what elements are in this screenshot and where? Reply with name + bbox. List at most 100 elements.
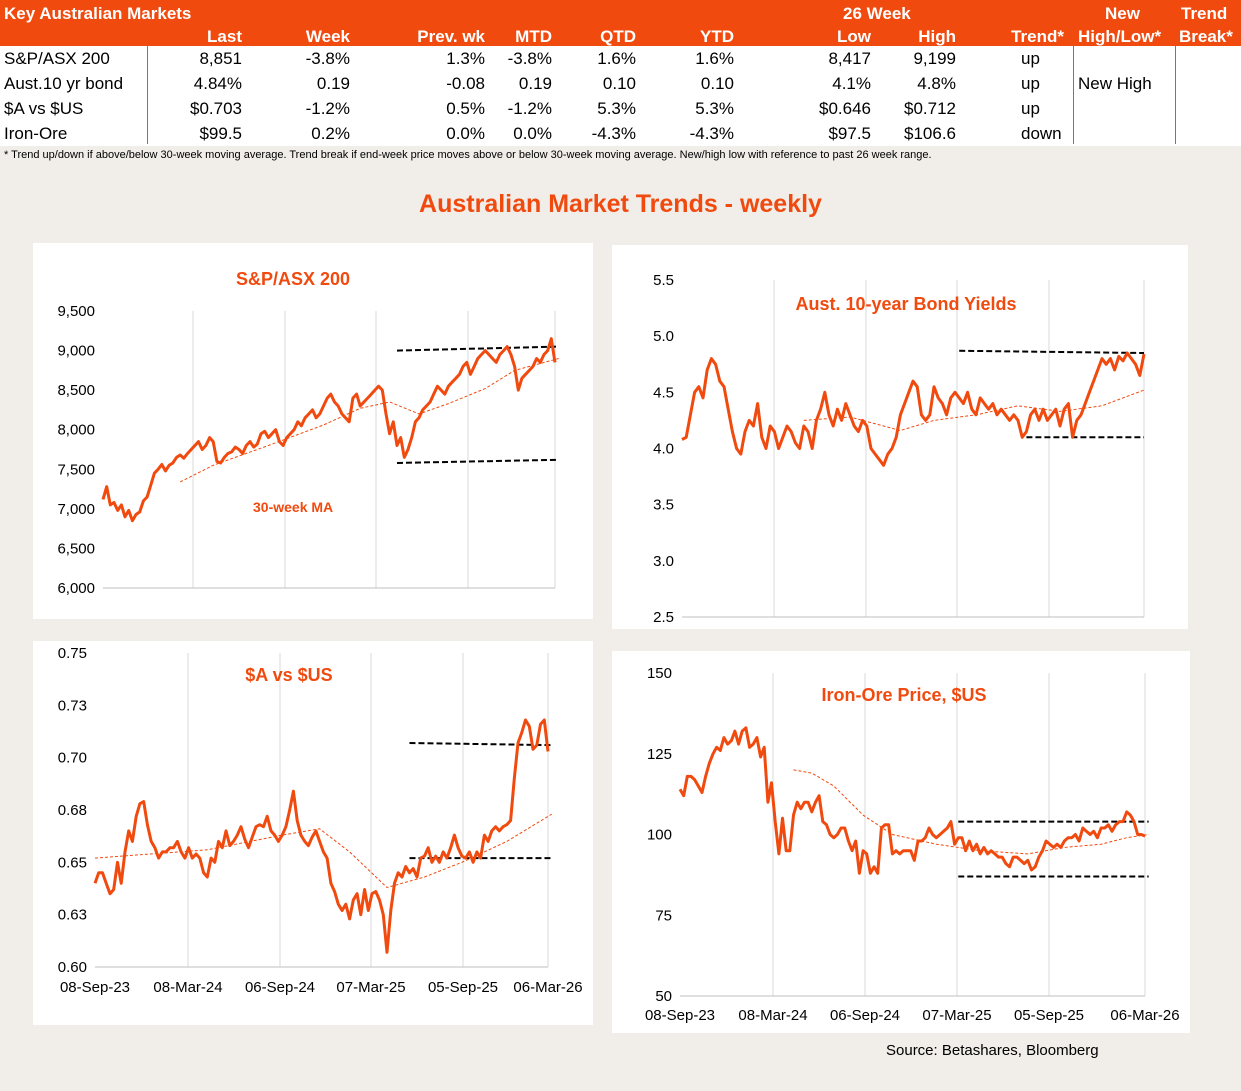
chart-title: S&P/ASX 200 — [236, 269, 350, 289]
col-ytd: YTD — [700, 27, 734, 46]
col-high-low: High/Low* — [1078, 27, 1162, 46]
x-tick-label: 05-Sep-25 — [1014, 1007, 1084, 1024]
cell-name: S&P/ASX 200 — [4, 49, 110, 68]
y-tick-label: 125 — [647, 746, 672, 763]
y-tick-label: 0.68 — [58, 802, 87, 819]
cell-high: $0.712 — [904, 99, 956, 118]
cell-ytd: 5.3% — [695, 99, 734, 118]
group-header-26-week: 26 Week — [843, 4, 911, 23]
y-tick-label: 0.65 — [58, 854, 87, 871]
chart-title: $A vs $US — [245, 665, 332, 685]
cell-name: $A vs $US — [4, 99, 84, 118]
price-series-line — [681, 351, 1146, 467]
cell-mtd: -1.2% — [507, 99, 552, 118]
iron-panel: 50 75 100 125 150 08-Sep-23 08-Mar-24 06-Sep-24… — [612, 651, 1190, 1033]
col-divider — [1175, 46, 1176, 144]
cell-last: $0.703 — [190, 99, 242, 118]
cell-trend: up — [1021, 99, 1040, 118]
y-tick-label: 100 — [647, 827, 672, 844]
y-tick-label: 4.0 — [653, 441, 674, 458]
cell-low: 4.1% — [832, 74, 871, 93]
cell-week: 0.2% — [311, 124, 350, 143]
y-tick-label: 75 — [655, 907, 672, 924]
x-tick-label: 06-Sep-24 — [830, 1007, 900, 1024]
y-tick-label: 2.5 — [653, 609, 674, 626]
cell-low: $0.646 — [819, 99, 871, 118]
table-header: Key Australian Markets 26 Week New Trend… — [0, 0, 1241, 46]
cell-low: 8,417 — [828, 49, 871, 68]
y-tick-label: 7,500 — [57, 461, 95, 478]
ma-series-line — [179, 358, 559, 483]
section-title: Australian Market Trends - weekly — [419, 190, 822, 218]
cell-ytd: -4.3% — [689, 124, 734, 143]
cell-high: $106.6 — [904, 124, 956, 143]
y-tick-label: 50 — [655, 988, 672, 1005]
cell-trend: down — [1021, 124, 1062, 143]
cell-last: 4.84% — [193, 74, 242, 93]
y-tick-label: 8,000 — [57, 422, 95, 439]
table-row: Iron-Ore $99.5 0.2% 0.0% 0.0% -4.3% -4.3% $97.5… — [0, 121, 1241, 146]
x-tick-label: 08-Mar-24 — [738, 1007, 807, 1024]
chart-title: Aust. 10-year Bond Yields — [795, 294, 1016, 314]
cell-qtd: 0.10 — [602, 74, 636, 93]
x-tick-label: 05-Sep-25 — [428, 979, 498, 996]
cell-high: 9,199 — [913, 49, 956, 68]
col-week: Week — [305, 27, 350, 46]
y-tick-label: 9,000 — [57, 343, 95, 360]
table-row: Aust.10 yr bond 4.84% 0.19 -0.08 0.19 0.10 0.1… — [0, 71, 1241, 96]
cell-mtd: 0.0% — [513, 124, 552, 143]
y-tick-label: 8,500 — [57, 382, 95, 399]
y-tick-label: 0.75 — [58, 645, 87, 662]
cell-newhl: New High — [1078, 74, 1152, 93]
cell-week: -3.8% — [305, 49, 350, 68]
x-tick-label: 08-Mar-24 — [153, 979, 222, 996]
asx-panel: 6,000 6,500 7,000 7,500 8,000 8,500 9,000 9,500… — [33, 243, 593, 619]
col-low: Low — [837, 27, 871, 46]
y-tick-label: 150 — [647, 665, 672, 682]
y-tick-label: 0.63 — [58, 907, 87, 924]
band-high-line — [959, 349, 1145, 355]
table-row: S&P/ASX 200 8,851 -3.8% 1.3% -3.8% 1.6% 1.6% 8,… — [0, 46, 1241, 71]
table-title: Key Australian Markets — [4, 4, 192, 23]
y-tick-label: 9,500 — [57, 303, 95, 320]
col-mtd: MTD — [515, 27, 552, 46]
x-tick-label: 07-Mar-25 — [922, 1007, 991, 1024]
band-high-line — [409, 742, 552, 747]
cell-qtd: 1.6% — [597, 49, 636, 68]
col-trend: Trend — [1181, 4, 1228, 23]
markets-table: Key Australian Markets 26 Week New Trend… — [0, 0, 1241, 146]
y-tick-label: 0.73 — [58, 697, 87, 714]
y-tick-label: 5.5 — [653, 272, 674, 289]
x-tick-label: 08-Sep-23 — [60, 979, 130, 996]
y-tick-label: 3.5 — [653, 497, 674, 514]
col-high: High — [918, 27, 956, 46]
y-tick-label: 0.60 — [58, 959, 87, 976]
cell-qtd: 5.3% — [597, 99, 636, 118]
col-prev-wk: Prev. wk — [417, 27, 485, 46]
price-series-line — [93, 718, 550, 954]
cell-trend: up — [1021, 74, 1040, 93]
y-tick-label: 7,000 — [57, 501, 95, 518]
col-new: New — [1105, 4, 1140, 23]
col-qtd: QTD — [600, 27, 636, 46]
x-tick-label: 06-Sep-24 — [245, 979, 315, 996]
aud-chart: 0.60 0.63 0.65 0.68 0.70 0.73 0.75 08-Sep-23 08-… — [58, 645, 583, 996]
col-divider — [147, 46, 148, 144]
col-trend-star: Trend* — [1011, 27, 1064, 46]
cell-ytd: 0.10 — [700, 74, 734, 93]
cell-name: Aust.10 yr bond — [4, 74, 124, 93]
cell-prev: 0.0% — [446, 124, 485, 143]
cell-mtd: -3.8% — [507, 49, 552, 68]
table-body: S&P/ASX 200 8,851 -3.8% 1.3% -3.8% 1.6% 1.6% 8,… — [0, 46, 1241, 146]
y-tick-label: 5.0 — [653, 328, 674, 345]
ma-series-line — [793, 769, 1149, 855]
ma-annotation: 30-week MA — [253, 499, 333, 515]
cell-qtd: -4.3% — [591, 124, 636, 143]
y-tick-label: 6,500 — [57, 540, 95, 557]
cell-trend: up — [1021, 49, 1040, 68]
cell-low: $97.5 — [828, 124, 871, 143]
cell-prev: -0.08 — [446, 74, 485, 93]
x-tick-label: 06-Mar-26 — [1110, 1007, 1179, 1024]
band-low-line — [396, 458, 559, 464]
cell-week: -1.2% — [305, 99, 350, 118]
